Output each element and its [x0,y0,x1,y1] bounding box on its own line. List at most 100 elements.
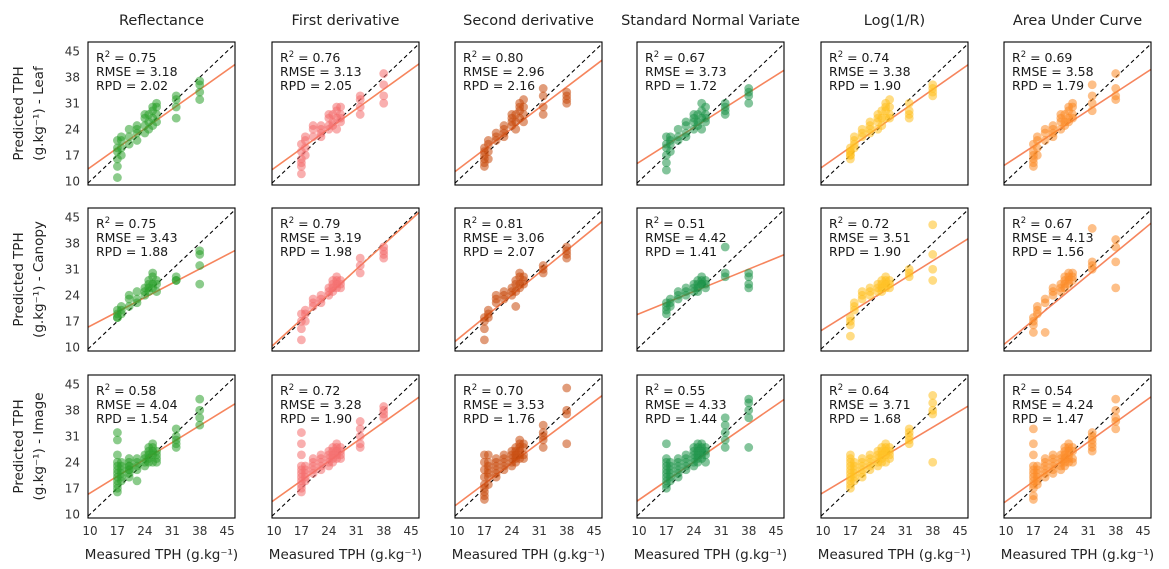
data-point [148,439,158,449]
data-point [1029,450,1038,460]
data-point [132,454,142,463]
data-point [379,98,389,108]
regression-line [272,211,419,347]
regression-line [1004,68,1151,167]
data-point [483,313,493,322]
rmse-label: RMSE = 3.19 [280,230,362,245]
rpd-label: RPD = 1.54 [96,411,168,426]
plot-area [272,376,419,517]
identity-line [821,209,968,350]
data-point [1029,424,1038,434]
data-point [673,124,683,134]
data-point [538,102,548,112]
data-point [1040,136,1050,145]
identity-line [637,43,784,184]
r2-label: R2 = 0.55 [645,383,705,398]
plot-area [821,43,968,184]
r2-value: 0.67 [678,50,706,65]
data-point [720,110,730,119]
x-tick-label: 24 [321,524,336,538]
data-point [904,106,914,116]
data-point [116,302,126,311]
data-point [297,450,306,460]
data-point [491,454,501,463]
data-point [744,268,754,278]
data-point [857,454,867,463]
data-point [171,95,181,104]
x-tick-label: 45 [953,524,968,538]
r2-label: R2 = 0.58 [96,383,156,398]
data-point [124,454,134,463]
r2-label: R2 = 0.69 [1012,50,1072,65]
data-point [1087,264,1097,274]
rmse-value: 3.38 [883,64,911,79]
r2-label: R2 = 0.74 [829,50,889,65]
data-point [171,439,181,449]
rpd-value: 2.05 [324,78,352,93]
data-point [483,305,493,315]
rpd-value: 1.54 [140,411,168,426]
r2-value: 0.58 [129,383,157,398]
r2-value: 0.70 [496,383,524,398]
data-point [132,476,142,486]
data-point [297,162,306,171]
rpd-value: 1.76 [507,411,535,426]
data-point [132,287,142,296]
regression-line [1004,222,1151,346]
data-point [562,98,572,108]
data-point [1029,158,1038,168]
regression-line [88,249,235,328]
column-title: Area Under Curve [1013,13,1142,29]
row-label-sub: (g.kg⁻¹) - Leaf [31,65,47,161]
rmse-label: RMSE = 3.73 [645,64,727,79]
r2-label: R2 = 0.67 [645,50,705,65]
panel-frame [820,374,969,519]
row-label-sub: (g.kg⁻¹) - Canopy [31,221,47,338]
regression-line [272,63,419,171]
identity-line [272,376,419,517]
x-tick-label: 17 [294,524,309,538]
data-point [336,113,345,123]
plot-area [88,376,235,517]
figure-content: Reflectance First derivative Second deriva… [11,13,1154,563]
rmse-value: 3.73 [699,64,727,79]
rpd-label: RPD = 1.41 [645,244,717,259]
data-point [701,443,710,452]
data-point [1032,461,1042,471]
y-tick-label: 24 [65,455,80,469]
data-point [113,435,122,445]
r2-value: 0.67 [1045,216,1073,231]
data-point [885,113,894,123]
rpd-value: 1.98 [324,244,352,259]
rpd-value: 1.44 [689,411,717,426]
data-point [519,272,528,282]
data-point [720,413,730,423]
x-tick-label: 24 [686,524,701,538]
data-point [538,443,548,452]
data-point [562,91,572,101]
data-point [681,287,691,296]
data-point [511,124,521,134]
x-tick-label: 10 [998,524,1013,538]
regression-line [455,221,602,343]
data-point [744,394,754,404]
data-point [697,124,707,134]
x-tick-label: 17 [477,524,492,538]
x-axis-label: Measured TPH (g.kg⁻¹) [818,547,971,563]
data-point [673,287,683,296]
data-point [519,95,528,104]
data-point [673,454,683,463]
rpd-value: 2.16 [507,78,535,93]
y-tick-label: 38 [65,236,80,250]
y-tick-label: 10 [65,340,80,354]
x-tick-label: 17 [110,524,125,538]
regression-line [455,59,602,173]
data-point [124,465,134,475]
r2-label: R2 = 0.79 [280,216,340,231]
panel-frame [87,374,236,519]
